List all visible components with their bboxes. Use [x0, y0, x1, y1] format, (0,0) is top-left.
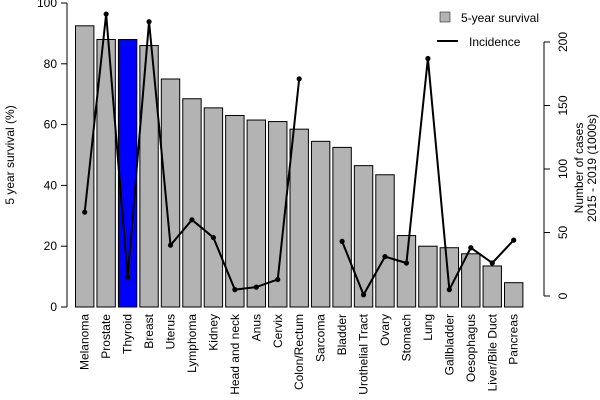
bar-uterus [160, 78, 181, 308]
incidence-point-lung [425, 55, 431, 62]
axes-layer: 0 20 40 60 80 100 5 year survival (%) 0 50 100 150… [3, 0, 599, 395]
bar-bladder [332, 146, 352, 308]
bar-breast [139, 45, 159, 308]
incidence-point-cervix [275, 276, 281, 283]
incidence-point-prostate [103, 11, 109, 17]
y-right-tick-label-50: 50 [556, 226, 570, 240]
bar-oesophagus [461, 253, 481, 308]
incidence-point-pancreas [511, 237, 517, 243]
incidence-point-bladder [339, 238, 345, 244]
legend: 5-year survival Incidence [437, 11, 539, 49]
y-axis-right-label-line-2: 2015 - 2019 (1000s) [585, 114, 599, 222]
x-tick-label-oesophagus: Oesophagus [464, 314, 478, 382]
bar-sarcoma [310, 140, 331, 308]
x-tick-label-prostate: Prostate [99, 314, 113, 359]
bar-head-and-neck [225, 114, 245, 308]
x-tick-label-melanoma: Melanoma [78, 314, 92, 370]
y-left-tick-label-80: 80 [44, 57, 58, 71]
incidence-point-kidney [210, 234, 216, 241]
incidence-point-urothelial-tract [360, 292, 367, 298]
x-tick-label-thyroid: Thyroid [121, 314, 135, 354]
x-tick-label-lymphoma: Lymphoma [185, 314, 199, 373]
y-right-tick-label-0: 0 [556, 292, 570, 299]
x-tick-label-stomach: Stomach [399, 314, 413, 361]
incidence-point-ovary [382, 254, 388, 260]
incidence-line-layer [82, 11, 517, 298]
incidence-point-colon-rectum [296, 76, 302, 82]
incidence-point-oesophagus [468, 245, 474, 251]
x-tick-label-anus: Anus [249, 314, 263, 341]
bar-ovary [375, 174, 395, 308]
bar-melanoma [75, 25, 95, 308]
legend-label-5-year-survival: 5-year survival [461, 11, 539, 25]
incidence-point-thyroid [125, 274, 131, 280]
bar-stomach [396, 235, 417, 308]
legend-swatch-5-year-survival [439, 11, 451, 23]
x-tick-label-gallbladder: Gallbladder [442, 314, 456, 375]
bar-colon-rectum [289, 128, 309, 308]
x-tick-label-head-and-neck: Head and neck [228, 313, 242, 395]
x-tick-label-lung: Lung [421, 314, 435, 341]
incidence-point-gallbladder [446, 287, 452, 293]
bar-lung [418, 245, 438, 308]
x-tick-label-cervix: Cervix [271, 314, 285, 348]
x-tick-label-colon-rectum: Colon/Rectum [292, 314, 306, 390]
y-axis-right-label-line-1: Number of cases [572, 123, 586, 214]
bar-lymphoma [182, 98, 202, 308]
bar-cervix [268, 121, 288, 308]
y-left-tick-label-0: 0 [50, 300, 57, 314]
incidence-point-head-and-neck [232, 287, 238, 293]
bar-liver-bile-duct [482, 265, 502, 308]
incidence-point-stomach [403, 260, 410, 266]
x-tick-label-urothelial-tract: Urothelial Tract [357, 313, 371, 394]
x-tick-label-pancreas: Pancreas [507, 314, 521, 365]
x-tick-label-breast: Breast [142, 313, 156, 348]
bar-anus [246, 119, 267, 308]
y-left-tick-label-20: 20 [44, 239, 58, 253]
incidence-point-breast [146, 19, 152, 25]
y-left-tick-label-100: 100 [37, 0, 57, 10]
bar-kidney [203, 107, 224, 308]
incidence-point-liver-bile-duct [489, 260, 495, 266]
x-tick-label-bladder: Bladder [335, 314, 349, 355]
incidence-point-lymphoma [189, 217, 195, 223]
legend-label-incidence: Incidence [469, 35, 521, 49]
bar-pancreas [504, 282, 524, 308]
x-tick-label-liver-bile-duct: Liver/Bile Duct [485, 313, 499, 391]
incidence-point-anus [253, 284, 259, 290]
y-right-tick-label-150: 150 [556, 95, 570, 115]
y-right-tick-label-200: 200 [556, 32, 570, 52]
y-axis-left-label: 5 year survival (%) [3, 105, 17, 204]
bar-gallbladder [439, 247, 460, 308]
x-tick-label-sarcoma: Sarcoma [314, 314, 328, 362]
x-tick-label-ovary: Ovary [378, 314, 392, 346]
bar-urothelial-tract [353, 165, 374, 308]
bars-layer [75, 25, 524, 308]
y-left-tick-label-60: 60 [44, 118, 58, 132]
x-tick-label-uterus: Uterus [164, 314, 178, 349]
bar-prostate [96, 38, 116, 308]
x-tick-label-kidney: Kidney [206, 314, 220, 351]
y-left-tick-label-40: 40 [44, 178, 58, 192]
incidence-point-melanoma [82, 209, 88, 215]
incidence-point-uterus [167, 242, 174, 248]
y-right-tick-label-100: 100 [556, 159, 570, 179]
